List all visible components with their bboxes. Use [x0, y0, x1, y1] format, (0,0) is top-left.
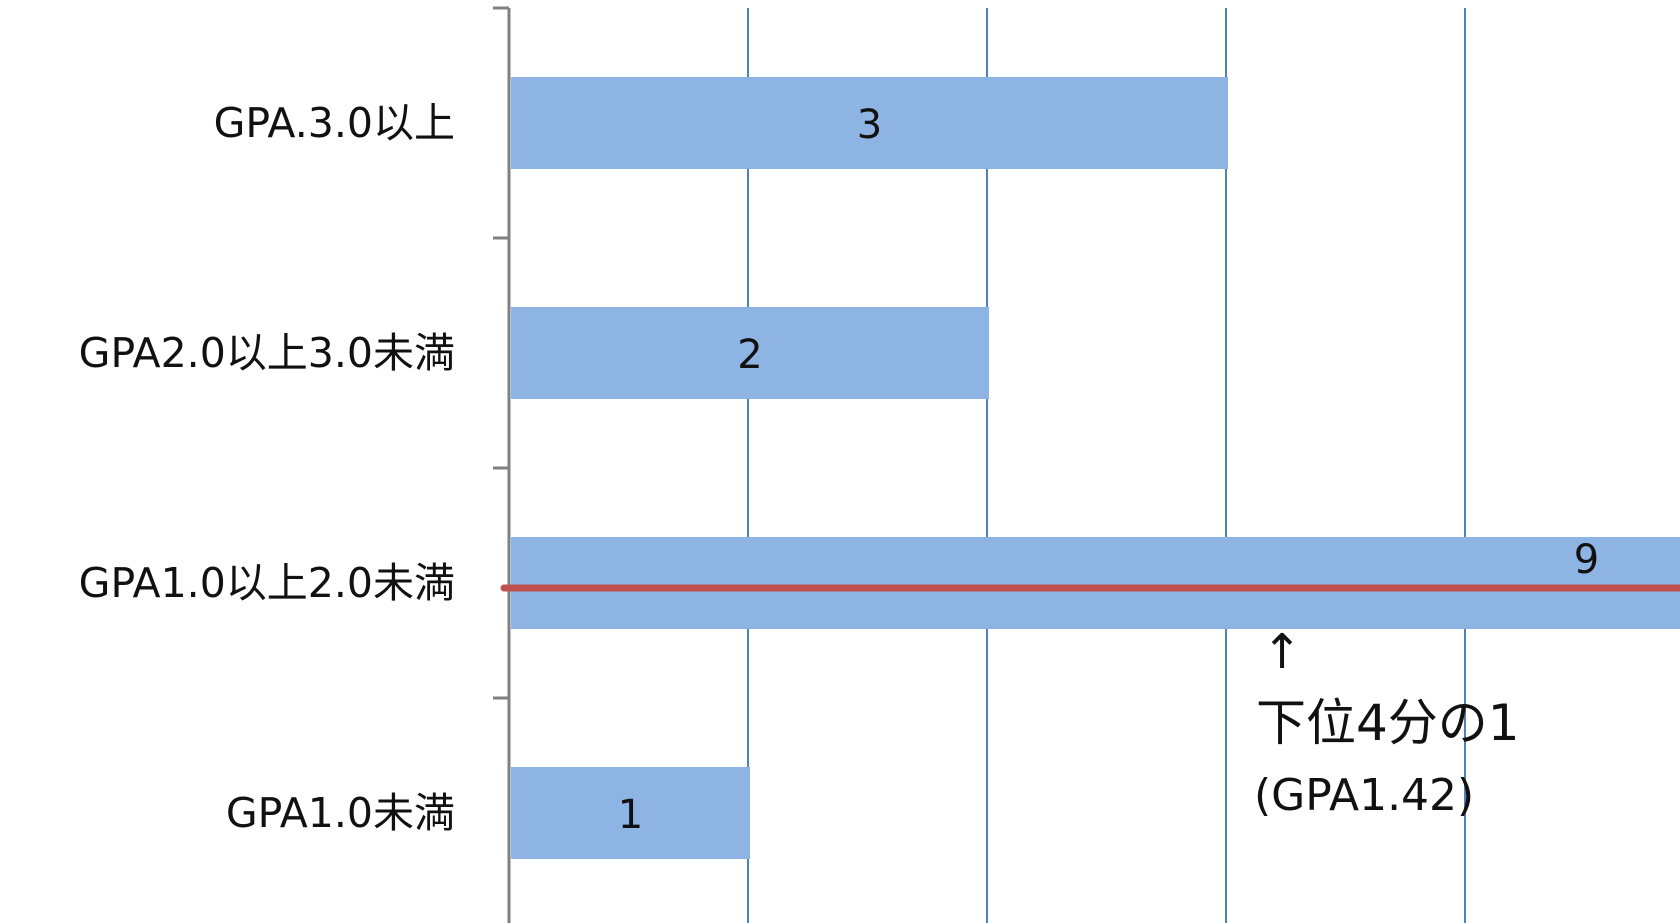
annotation-arrow: ↑ — [1262, 624, 1302, 680]
bar-4 — [511, 767, 750, 859]
category-label: GPA2.0以上3.0未満 — [79, 329, 455, 377]
annotation-label: 下位4分の1 — [1256, 694, 1520, 752]
data-label: 1 — [618, 792, 643, 838]
data-label: 2 — [737, 332, 762, 378]
annotation: ↑ 下位4分の1 (GPA1.42) — [1254, 624, 1520, 821]
labels: 3 GPA.3.0以上 2 GPA2.0以上3.0未満 9 GPA1.0以上2.0未満 1 G… — [79, 99, 1600, 838]
y-axis — [493, 6, 511, 923]
data-label: 9 — [1574, 537, 1599, 583]
data-label: 3 — [857, 102, 882, 148]
bars — [511, 77, 1680, 859]
category-label: GPA1.0未満 — [226, 789, 455, 837]
bar-2 — [511, 307, 989, 399]
bar-3 — [511, 537, 1680, 629]
bar-1 — [511, 77, 1228, 169]
category-label: GPA.3.0以上 — [214, 99, 455, 147]
annotation-value: (GPA1.42) — [1254, 770, 1474, 821]
category-label: GPA1.0以上2.0未満 — [79, 559, 455, 607]
